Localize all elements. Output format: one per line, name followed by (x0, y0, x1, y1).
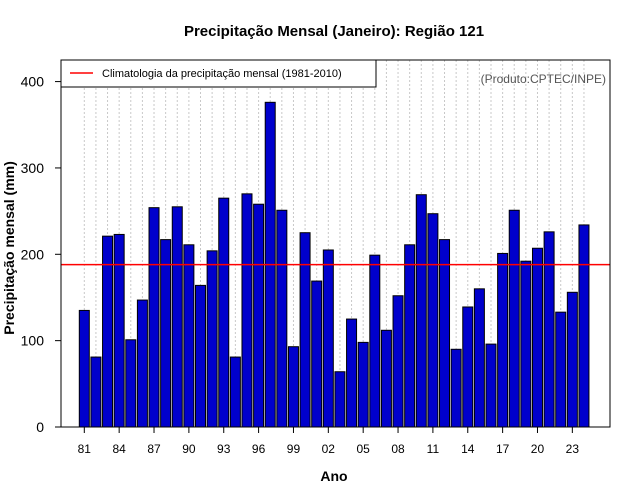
x-tick-label: 08 (391, 442, 405, 456)
bar-96 (253, 203, 265, 428)
y-tick-label: 300 (21, 160, 45, 176)
bar-89 (171, 206, 183, 428)
bar-22 (555, 311, 567, 428)
bar-02 (322, 249, 334, 428)
legend-box (60, 59, 377, 88)
y-tick-label: 400 (21, 74, 45, 90)
bar-95 (241, 193, 253, 428)
x-axis-title: Ano (320, 468, 347, 484)
bar-92 (206, 250, 218, 428)
x-tick-label: 84 (112, 442, 126, 456)
bar-00 (299, 232, 311, 428)
x-tick-label: 17 (496, 442, 510, 456)
source-annotation: (Produto:CPTEC/INPE) (481, 72, 606, 86)
bar-21 (543, 231, 555, 428)
x-tick-label: 81 (78, 442, 92, 456)
bar-13 (450, 348, 462, 428)
x-tick-label: 11 (427, 442, 440, 456)
bar-12 (439, 239, 451, 428)
x-tick-label: 90 (182, 442, 196, 456)
x-tick-label: 14 (461, 442, 475, 456)
bar-10 (415, 194, 427, 428)
y-tick-label: 0 (36, 419, 44, 435)
bar-24 (578, 224, 590, 428)
x-tick-label: 99 (287, 442, 301, 456)
bar-85 (125, 339, 137, 428)
bar-81 (78, 309, 90, 428)
bar-04 (346, 318, 358, 428)
bar-01 (311, 280, 323, 428)
bar-90 (183, 244, 195, 428)
chart-title: Precipitação Mensal (Janeiro): Região 12… (184, 23, 484, 40)
x-tick-label: 02 (322, 442, 336, 456)
x-tick-label: 87 (147, 442, 161, 456)
bar-19 (520, 260, 532, 428)
legend: Climatologia da precipitação mensal (198… (60, 59, 377, 88)
bar-87 (148, 207, 160, 428)
bar-09 (404, 244, 416, 428)
x-tick-label: 93 (217, 442, 231, 456)
bar-06 (369, 254, 381, 428)
bar-18 (508, 209, 520, 428)
x-tick-label: 96 (252, 442, 266, 456)
bar-14 (462, 306, 474, 428)
x-tick-label: 20 (531, 442, 545, 456)
bar-08 (392, 295, 404, 428)
bar-20 (531, 247, 543, 428)
bar-07 (380, 329, 392, 428)
bar-99 (287, 346, 299, 428)
y-tick-label: 100 (21, 333, 45, 349)
bar-17 (497, 252, 509, 428)
bar-03 (334, 371, 346, 428)
bar-94 (229, 356, 241, 428)
y-axis: 0 100 200 300 400 (21, 74, 61, 435)
bar-16 (485, 343, 497, 428)
bar-82 (90, 356, 102, 428)
x-tick-label: 05 (357, 442, 371, 456)
bar-15 (473, 288, 485, 428)
bar-84 (113, 233, 125, 428)
x-tick-label: 23 (566, 442, 580, 456)
bar-88 (160, 239, 172, 428)
bar-98 (276, 209, 288, 428)
y-tick-label: 200 (21, 246, 45, 262)
bar-11 (427, 213, 439, 428)
x-axis: 81 84 87 90 93 96 99 02 05 08 11 14 17 20 23 (78, 427, 580, 456)
y-axis-title: Precipitação mensal (mm) (1, 161, 17, 335)
bar-05 (357, 341, 369, 428)
bar-86 (136, 299, 148, 428)
bar-23 (566, 291, 578, 428)
legend-label: Climatologia da precipitação mensal (198… (102, 68, 342, 80)
bar-93 (218, 197, 230, 428)
bar-91 (195, 284, 206, 428)
